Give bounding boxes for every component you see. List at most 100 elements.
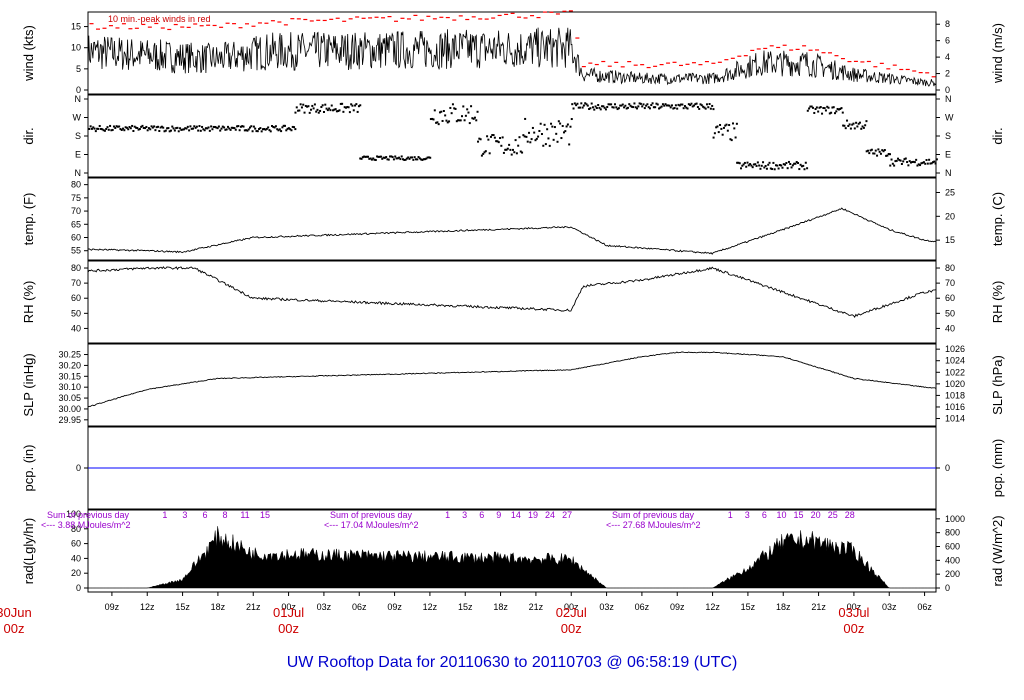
- wind-direction-point: [855, 121, 858, 124]
- wind-direction-point: [238, 129, 241, 132]
- wind-direction-point: [743, 161, 746, 164]
- wind-direction-point: [403, 158, 406, 161]
- wind-direction-point: [450, 112, 453, 115]
- wind-direction-point: [708, 103, 711, 106]
- wind-direction-point: [689, 104, 692, 107]
- left-tick-label: 70: [71, 206, 81, 216]
- wind-direction-point: [799, 163, 802, 166]
- right-tick-label: 4: [945, 52, 950, 62]
- wind-direction-point: [755, 164, 758, 167]
- wind-direction-point: [463, 119, 466, 122]
- radiation-hour-mark: 27: [562, 510, 572, 520]
- wind-direction-point: [804, 161, 807, 164]
- wind-direction-point: [146, 129, 149, 132]
- wind-direction-point: [774, 164, 777, 167]
- wind-direction-point: [817, 110, 820, 113]
- wind-direction-point: [535, 137, 538, 140]
- wind-direction-point: [597, 103, 600, 106]
- wind-direction-point: [550, 122, 553, 125]
- wind-direction-point: [294, 128, 297, 131]
- wind-direction-point: [216, 127, 219, 130]
- wind-direction-point: [128, 126, 131, 129]
- wind-direction-point: [89, 125, 92, 128]
- right-tick-label: 400: [945, 555, 960, 565]
- wind-direction-point: [581, 106, 584, 109]
- wind-direction-point: [467, 111, 470, 114]
- wind-direction-point: [876, 154, 879, 157]
- wind-direction-point: [546, 128, 549, 131]
- wind-direction-point: [669, 106, 672, 109]
- wind-direction-point: [534, 139, 537, 142]
- wind-direction-point: [732, 122, 735, 125]
- right-tick-label: 25: [945, 187, 955, 197]
- radiation-sum-title: Sum of previous day: [612, 510, 695, 520]
- radiation-hour-mark: 11: [240, 510, 249, 520]
- right-tick-label: 1022: [945, 367, 965, 377]
- left-tick-label: N: [75, 94, 82, 104]
- left-tick-label: N: [75, 168, 82, 178]
- wind-direction-point: [237, 125, 240, 128]
- wind-direction-point: [678, 104, 681, 107]
- x-day-sub-label: 00z: [561, 621, 582, 636]
- wind-direction-point: [508, 143, 511, 146]
- wind-direction-point: [518, 136, 521, 139]
- wind-direction-point: [96, 127, 99, 130]
- wind-direction-point: [427, 156, 430, 159]
- wind-direction-point: [350, 103, 353, 106]
- wind-direction-point: [486, 135, 489, 138]
- wind-direction-point: [556, 140, 559, 143]
- wind-direction-point: [224, 128, 227, 131]
- wind-direction-point: [282, 124, 285, 127]
- wind-direction-point: [664, 103, 667, 106]
- wind-direction-point: [246, 129, 249, 132]
- wind-direction-point: [887, 152, 890, 155]
- wind-direction-point: [133, 125, 136, 128]
- radiation-hour-mark: 6: [479, 510, 484, 520]
- wind-direction-point: [920, 162, 923, 165]
- wind-direction-point: [122, 127, 125, 130]
- wind-direction-point: [354, 104, 357, 107]
- wind-direction-point: [611, 106, 614, 109]
- wind-direction-point: [458, 119, 461, 122]
- wind-direction-point: [934, 162, 937, 165]
- wind-direction-point: [335, 110, 338, 113]
- wind-direction-point: [159, 126, 162, 129]
- wind-direction-point: [758, 164, 761, 167]
- wind-direction-point: [232, 126, 235, 129]
- wind-direction-point: [106, 126, 109, 129]
- wind-direction-point: [124, 126, 127, 129]
- wind-direction-point: [105, 127, 108, 130]
- wind-direction-point: [260, 130, 263, 133]
- wind-direction-point: [120, 128, 123, 131]
- wind-direction-point: [899, 159, 902, 162]
- wind-direction-point: [171, 125, 174, 128]
- wind-direction-point: [865, 120, 868, 123]
- wind-direction-point: [478, 137, 481, 140]
- wind-direction-point: [351, 104, 354, 107]
- left-tick-label: 65: [71, 219, 81, 229]
- x-tick-label: 18z: [493, 602, 508, 612]
- wind-direction-point: [204, 127, 207, 130]
- radiation-sum-value: <--- 27.68 MJoules/m^2: [606, 520, 701, 530]
- wind-direction-point: [544, 143, 547, 146]
- wind-direction-point: [919, 164, 922, 167]
- wind-direction-point: [100, 127, 103, 130]
- wind-direction-point: [658, 107, 661, 110]
- wind-direction-point: [881, 149, 884, 152]
- wind-direction-point: [258, 127, 261, 130]
- wind-direction-point: [251, 130, 254, 133]
- panel-frame-dir: [87, 94, 937, 178]
- wind-direction-point: [935, 158, 938, 161]
- wind-direction-point: [325, 107, 328, 110]
- wind-direction-point: [519, 150, 522, 153]
- wind-direction-point: [730, 139, 733, 142]
- wind-direction-point: [524, 117, 527, 120]
- left-tick-label: 60: [71, 293, 81, 303]
- wind-direction-point: [169, 129, 172, 132]
- wind-direction-point: [613, 103, 616, 106]
- wind-direction-point: [811, 106, 814, 109]
- left-tick-label: 40: [71, 323, 81, 333]
- left-tick-label: 50: [71, 308, 81, 318]
- wind-direction-point: [157, 125, 160, 128]
- x-day-label: 02Jul: [556, 605, 587, 620]
